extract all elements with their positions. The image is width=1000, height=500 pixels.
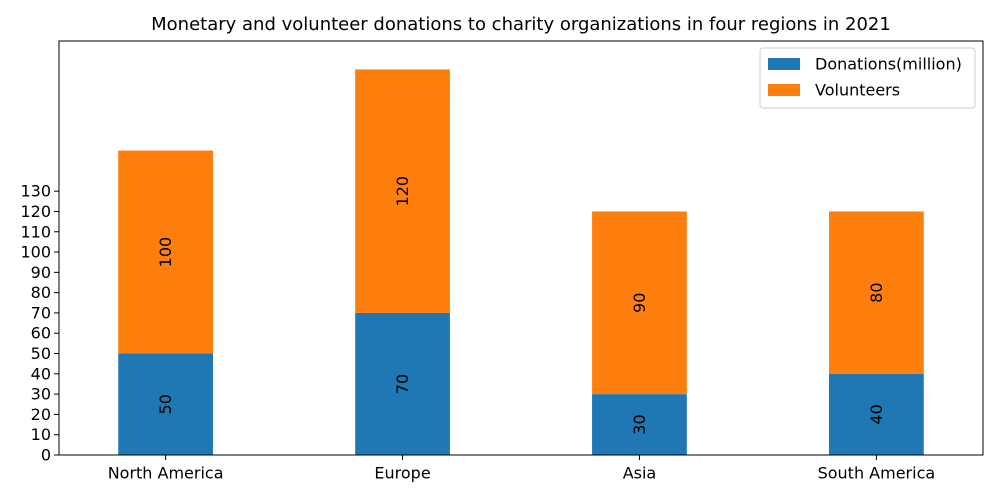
y-tick-label: 60 xyxy=(31,324,51,343)
y-tick-label: 110 xyxy=(20,222,51,241)
y-tick-label: 50 xyxy=(31,344,51,363)
data-label: 90 xyxy=(630,293,649,313)
bar-donations-2 xyxy=(592,394,687,455)
y-tick-label: 100 xyxy=(20,243,51,262)
legend-label: Donations(million) xyxy=(815,55,962,74)
y-tick-label: 20 xyxy=(31,405,51,424)
bar-volunteers-3 xyxy=(829,211,924,374)
y-tick-label: 130 xyxy=(20,182,51,201)
data-label: 70 xyxy=(393,374,412,394)
y-tick-label: 30 xyxy=(31,385,51,404)
x-tick-label: North America xyxy=(108,464,224,483)
axes-frame xyxy=(58,40,984,456)
y-tick-label: 70 xyxy=(31,303,51,322)
data-label: 120 xyxy=(393,176,412,207)
bar-donations-1 xyxy=(355,312,450,455)
y-tick-label: 80 xyxy=(31,283,51,302)
data-label: 100 xyxy=(156,237,175,268)
legend-swatch xyxy=(768,84,800,96)
bar-volunteers-0 xyxy=(118,150,213,354)
bar-volunteers-1 xyxy=(355,69,450,313)
data-label: 80 xyxy=(867,282,886,302)
legend-swatch xyxy=(768,58,800,70)
legend-label: Volunteers xyxy=(815,81,900,100)
legend-box xyxy=(759,47,976,109)
bar-donations-3 xyxy=(829,373,924,455)
y-tick-label: 40 xyxy=(31,364,51,383)
data-label: 40 xyxy=(867,404,886,424)
bar-donations-0 xyxy=(118,353,213,455)
chart-title: Monetary and volunteer donations to char… xyxy=(151,14,891,35)
data-label: 30 xyxy=(630,414,649,434)
y-tick-label: 90 xyxy=(31,263,51,282)
x-tick-label: Asia xyxy=(623,464,657,483)
y-tick-label: 10 xyxy=(31,425,51,444)
bar-volunteers-2 xyxy=(592,211,687,395)
x-tick-label: Europe xyxy=(374,464,430,483)
y-tick-label: 120 xyxy=(20,202,51,221)
x-tick-label: South America xyxy=(818,464,936,483)
data-label: 50 xyxy=(156,394,175,414)
y-tick-label: 0 xyxy=(41,446,51,465)
